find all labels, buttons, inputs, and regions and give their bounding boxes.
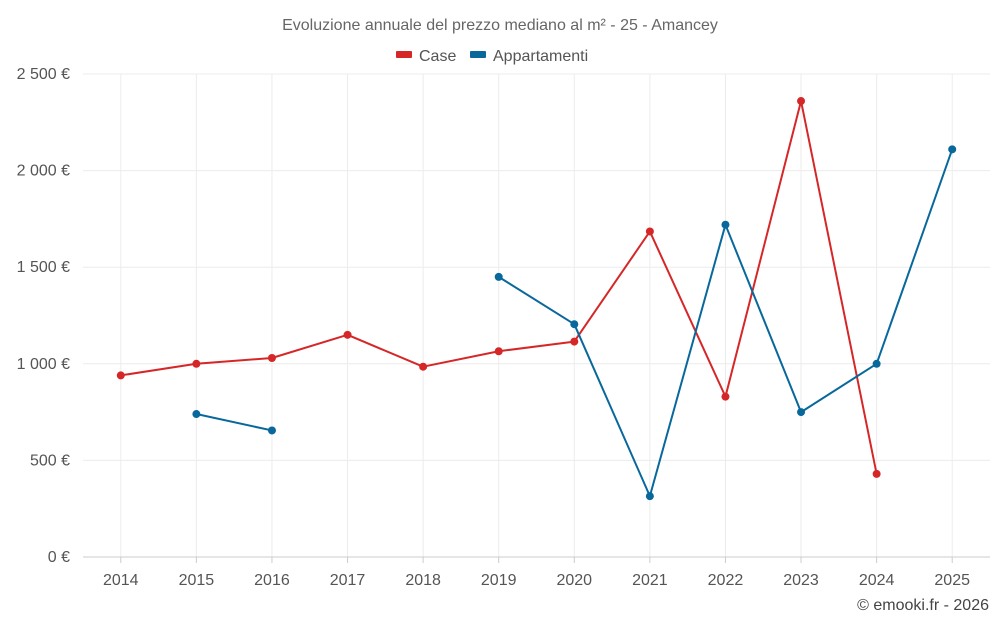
- x-tick-label: 2015: [179, 572, 215, 589]
- credit-text: © emooki.fr - 2026: [857, 597, 989, 614]
- y-tick-label: 2 500 €: [17, 66, 70, 83]
- data-point-appartamenti-2016[interactable]: [267, 426, 276, 435]
- x-tick-label: 2025: [934, 572, 970, 589]
- y-tick-label: 1 000 €: [17, 356, 70, 373]
- data-point-appartamenti-2020[interactable]: [570, 320, 579, 329]
- y-tick-label: 2 000 €: [17, 163, 70, 180]
- legend-item-case[interactable]: Case: [396, 48, 456, 65]
- data-point-case-2022[interactable]: [721, 392, 730, 401]
- y-tick-label: 0 €: [48, 549, 70, 566]
- legend-item-appartamenti[interactable]: Appartamenti: [470, 48, 588, 65]
- x-tick-label: 2020: [556, 572, 592, 589]
- data-point-case-2021[interactable]: [645, 227, 654, 236]
- data-point-appartamenti-2015[interactable]: [192, 410, 201, 419]
- x-tick-label: 2014: [103, 572, 139, 589]
- data-point-case-2020[interactable]: [570, 337, 579, 346]
- x-tick-label: 2022: [708, 572, 744, 589]
- data-point-appartamenti-2022[interactable]: [721, 220, 730, 229]
- legend-swatch-appartamenti: [470, 51, 486, 58]
- data-point-case-2014[interactable]: [116, 371, 125, 380]
- y-axis: 0 € 500 € 1 000 € 1 500 € 2 000 € 2 500 €: [17, 66, 70, 566]
- data-point-appartamenti-2019[interactable]: [494, 272, 503, 281]
- grid: [83, 73, 990, 557]
- data-point-appartamenti-2023[interactable]: [797, 408, 806, 417]
- legend-label-case: Case: [419, 48, 456, 65]
- x-tick-label: 2017: [330, 572, 366, 589]
- legend[interactable]: Case Appartamenti: [396, 48, 588, 65]
- data-point-case-2015[interactable]: [192, 359, 201, 368]
- data-point-appartamenti-2024[interactable]: [872, 359, 881, 368]
- x-tick-label: 2023: [783, 572, 819, 589]
- series-line-appartamenti: [196, 413, 273, 432]
- series: [116, 97, 957, 501]
- data-point-case-2019[interactable]: [494, 347, 503, 356]
- x-tick-label: 2021: [632, 572, 668, 589]
- x-tick-label: 2024: [859, 572, 895, 589]
- data-point-appartamenti-2021[interactable]: [645, 492, 654, 501]
- data-point-case-2017[interactable]: [343, 330, 352, 339]
- legend-label-appartamenti: Appartamenti: [493, 48, 588, 65]
- data-point-case-2024[interactable]: [872, 469, 881, 478]
- chart-title: Evoluzione annuale del prezzo mediano al…: [282, 17, 718, 34]
- y-tick-label: 500 €: [30, 452, 70, 469]
- data-point-case-2023[interactable]: [797, 97, 806, 106]
- data-point-appartamenti-2025[interactable]: [948, 145, 957, 154]
- data-point-case-2018[interactable]: [419, 362, 428, 371]
- x-axis: 2014 2015 2016 2017 2018 2019 2020 2021 2022 2023…: [83, 556, 990, 589]
- legend-swatch-case: [396, 51, 412, 58]
- x-tick-label: 2016: [254, 572, 290, 589]
- data-point-case-2016[interactable]: [267, 354, 276, 363]
- x-tick-label: 2019: [481, 572, 517, 589]
- x-tick-label: 2018: [405, 572, 441, 589]
- y-tick-label: 1 500 €: [17, 259, 70, 276]
